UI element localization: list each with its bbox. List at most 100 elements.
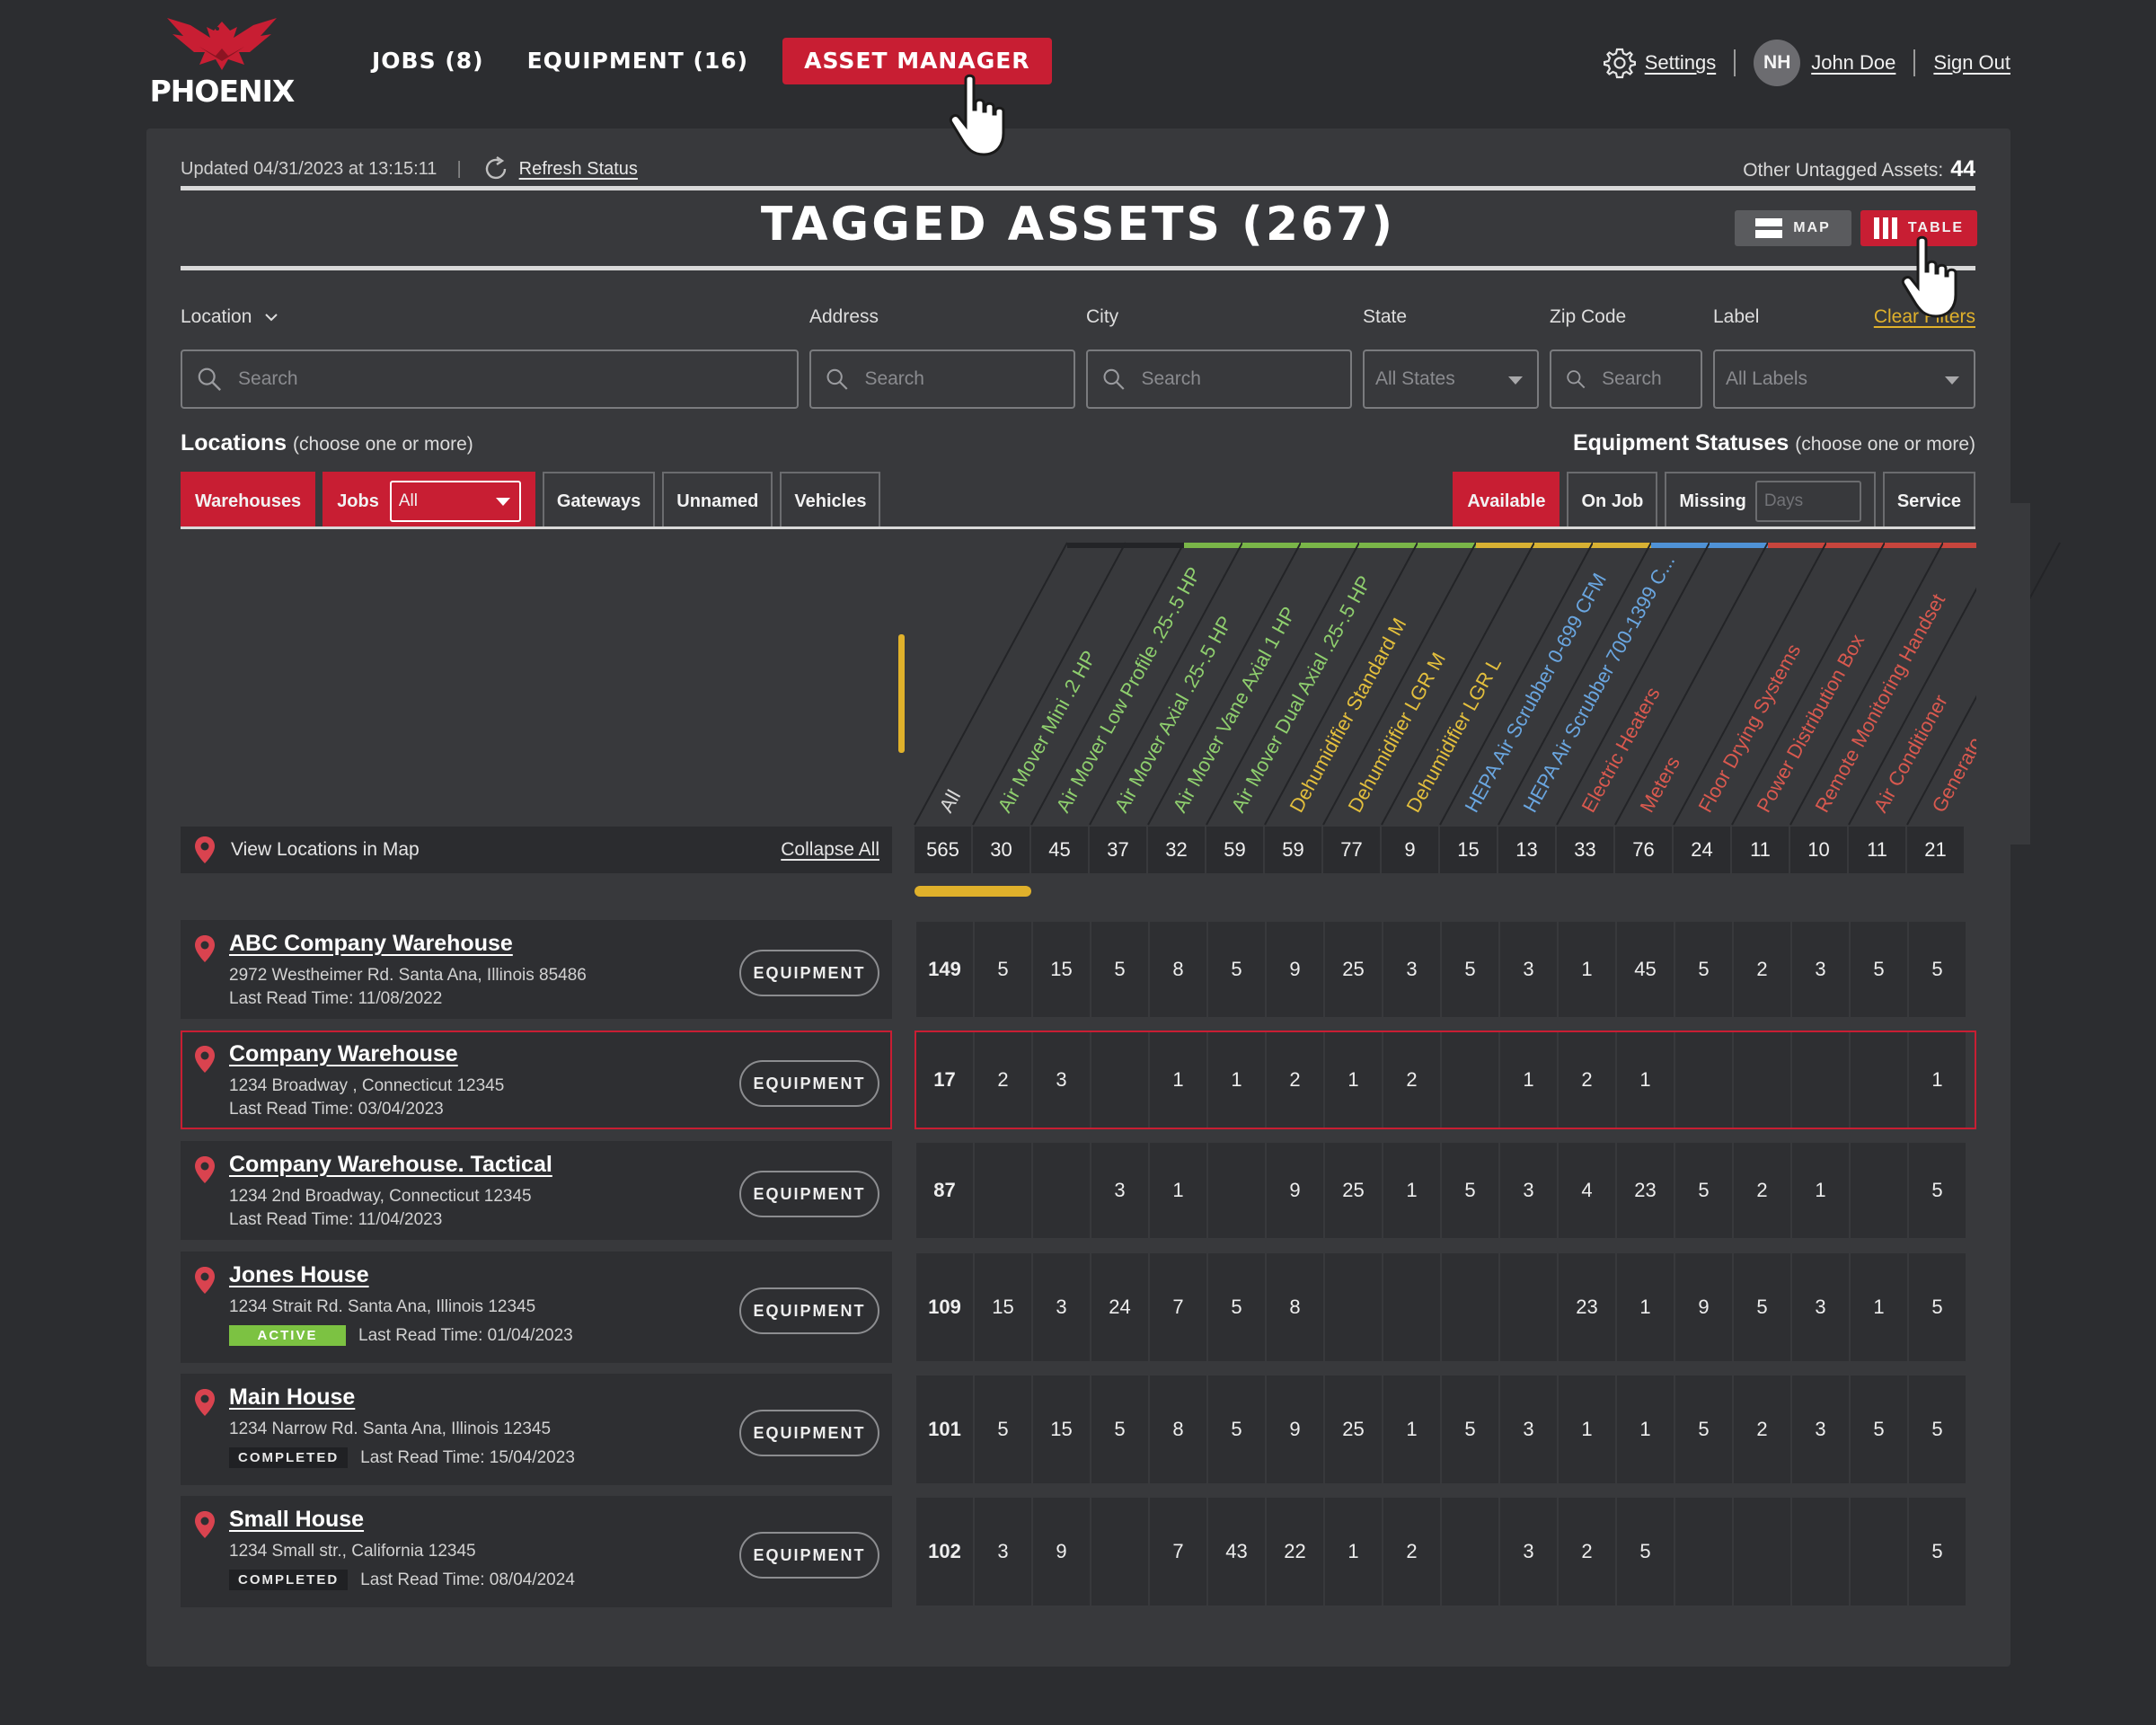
count-cell[interactable]: 25 bbox=[1325, 1376, 1383, 1483]
count-cell[interactable]: 5 bbox=[975, 1376, 1033, 1483]
location-name-link[interactable]: Company Warehouse bbox=[229, 1041, 458, 1066]
avatar[interactable]: NH bbox=[1754, 40, 1801, 86]
user-name-link[interactable]: John Doe bbox=[1811, 51, 1896, 74]
map-pin-icon[interactable] bbox=[193, 1045, 216, 1074]
row-total-cell[interactable]: 102 bbox=[916, 1498, 975, 1606]
count-cell[interactable] bbox=[1442, 1253, 1500, 1361]
equipment-button[interactable]: EQUIPMENT bbox=[739, 1060, 879, 1107]
count-cell[interactable]: 1 bbox=[1208, 1032, 1267, 1128]
count-cell[interactable] bbox=[1851, 1032, 1909, 1128]
count-cell[interactable] bbox=[1383, 1253, 1442, 1361]
count-cell[interactable] bbox=[1734, 1032, 1792, 1128]
count-cell[interactable]: 1 bbox=[1559, 1376, 1617, 1483]
count-cell[interactable]: 5 bbox=[1208, 1376, 1267, 1483]
count-cell[interactable]: 5 bbox=[1208, 1253, 1267, 1361]
count-cell[interactable] bbox=[1208, 1143, 1267, 1238]
count-cell[interactable] bbox=[1442, 1498, 1500, 1606]
count-cell[interactable]: 3 bbox=[1792, 1253, 1851, 1361]
count-cell[interactable] bbox=[1792, 1032, 1851, 1128]
count-cell[interactable] bbox=[1091, 1498, 1150, 1606]
row-total-cell[interactable]: 101 bbox=[916, 1376, 975, 1483]
count-cell[interactable]: 7 bbox=[1150, 1253, 1208, 1361]
vertical-scrollbar[interactable] bbox=[898, 634, 905, 753]
chip-jobs[interactable]: Jobs All bbox=[323, 472, 535, 529]
count-cell[interactable]: 9 bbox=[1033, 1498, 1091, 1606]
count-cell[interactable]: 15 bbox=[975, 1253, 1033, 1361]
count-cell[interactable]: 8 bbox=[1267, 1253, 1325, 1361]
count-cell[interactable]: 23 bbox=[1617, 1143, 1675, 1238]
chip-available[interactable]: Available bbox=[1453, 472, 1560, 529]
count-cell[interactable]: 3 bbox=[1500, 1143, 1559, 1238]
count-cell[interactable]: 43 bbox=[1208, 1498, 1267, 1606]
count-cell[interactable]: 2 bbox=[1734, 1376, 1792, 1483]
count-cell[interactable]: 3 bbox=[1033, 1253, 1091, 1361]
location-row[interactable]: Jones House 1234 Strait Rd. Santa Ana, Il… bbox=[181, 1252, 892, 1363]
equipment-button[interactable]: EQUIPMENT bbox=[739, 1171, 879, 1217]
count-cell[interactable]: 1 bbox=[1617, 1032, 1675, 1128]
count-cell[interactable]: 15 bbox=[1033, 1376, 1091, 1483]
map-pin-icon[interactable] bbox=[193, 1266, 216, 1295]
map-pin-icon[interactable] bbox=[193, 1155, 216, 1184]
count-cell[interactable]: 9 bbox=[1267, 922, 1325, 1017]
count-cell[interactable]: 5 bbox=[1208, 922, 1267, 1017]
chip-warehouses[interactable]: Warehouses bbox=[181, 472, 316, 529]
collapse-all-link[interactable]: Collapse All bbox=[781, 839, 879, 860]
row-total-cell[interactable]: 109 bbox=[916, 1253, 975, 1361]
equipment-button[interactable]: EQUIPMENT bbox=[739, 1410, 879, 1456]
view-locations-in-map-link[interactable]: View Locations in Map bbox=[231, 839, 420, 860]
count-cell[interactable]: 5 bbox=[1909, 1376, 1967, 1483]
count-cell[interactable]: 5 bbox=[1909, 922, 1967, 1017]
count-cell[interactable]: 5 bbox=[1091, 1376, 1150, 1483]
location-row[interactable]: ABC Company Warehouse 2972 Westheimer Rd.… bbox=[181, 920, 892, 1019]
count-cell[interactable]: 15 bbox=[1033, 922, 1091, 1017]
count-cell[interactable]: 3 bbox=[1500, 922, 1559, 1017]
count-cell[interactable] bbox=[1675, 1498, 1734, 1606]
refresh-status-link[interactable]: Refresh Status bbox=[518, 158, 638, 179]
count-cell[interactable] bbox=[975, 1143, 1033, 1238]
chip-service[interactable]: Service bbox=[1882, 472, 1975, 529]
count-cell[interactable]: 5 bbox=[1909, 1498, 1967, 1606]
count-cell[interactable]: 5 bbox=[1909, 1143, 1967, 1238]
settings-link[interactable]: Settings bbox=[1644, 51, 1717, 74]
row-total-cell[interactable]: 149 bbox=[916, 922, 975, 1017]
count-cell[interactable] bbox=[1033, 1143, 1091, 1238]
count-cell[interactable]: 8 bbox=[1150, 922, 1208, 1017]
state-select[interactable]: All States bbox=[1363, 349, 1539, 409]
count-cell[interactable]: 22 bbox=[1267, 1498, 1325, 1606]
equipment-button[interactable]: EQUIPMENT bbox=[739, 1287, 879, 1334]
map-pin-icon[interactable] bbox=[193, 1510, 216, 1539]
days-input[interactable]: Days bbox=[1754, 481, 1861, 522]
count-cell[interactable]: 3 bbox=[1500, 1498, 1559, 1606]
location-name-link[interactable]: Small House bbox=[229, 1507, 365, 1532]
location-row[interactable]: Small House 1234 Small str., California 1… bbox=[181, 1496, 892, 1607]
count-cell[interactable]: 1 bbox=[1383, 1143, 1442, 1238]
count-cell[interactable]: 5 bbox=[1442, 1376, 1500, 1483]
row-total-cell[interactable]: 87 bbox=[916, 1143, 975, 1238]
count-cell[interactable]: 1 bbox=[1909, 1032, 1967, 1128]
chip-on-job[interactable]: On Job bbox=[1567, 472, 1658, 529]
nav-asset-manager[interactable]: ASSET MANAGER bbox=[782, 38, 1052, 84]
map-pin-icon[interactable] bbox=[193, 934, 216, 963]
chip-unnamed[interactable]: Unnamed bbox=[662, 472, 773, 529]
map-view-button[interactable]: MAP bbox=[1735, 210, 1851, 246]
nav-equipment[interactable]: EQUIPMENT (16) bbox=[526, 48, 749, 74]
count-cell[interactable]: 7 bbox=[1150, 1498, 1208, 1606]
count-cell[interactable]: 5 bbox=[1909, 1253, 1967, 1361]
location-filter-label[interactable]: Location bbox=[181, 306, 278, 328]
count-cell[interactable]: 1 bbox=[1500, 1032, 1559, 1128]
count-cell[interactable] bbox=[1851, 1143, 1909, 1238]
label-select[interactable]: All Labels bbox=[1713, 349, 1975, 409]
location-row[interactable]: Company Warehouse 1234 Broadway , Connect… bbox=[181, 1031, 892, 1129]
count-cell[interactable]: 5 bbox=[1851, 922, 1909, 1017]
count-cell[interactable]: 23 bbox=[1559, 1253, 1617, 1361]
chip-missing[interactable]: Missing Days bbox=[1665, 472, 1876, 529]
count-cell[interactable]: 2 bbox=[1734, 922, 1792, 1017]
count-cell[interactable]: 3 bbox=[975, 1498, 1033, 1606]
count-cell[interactable]: 45 bbox=[1617, 922, 1675, 1017]
count-cell[interactable]: 1 bbox=[1325, 1032, 1383, 1128]
count-cell[interactable]: 5 bbox=[1091, 922, 1150, 1017]
city-search-input[interactable] bbox=[1139, 367, 1350, 391]
location-row[interactable]: Company Warehouse. Tactical 1234 2nd Broa… bbox=[181, 1141, 892, 1240]
count-cell[interactable] bbox=[1675, 1032, 1734, 1128]
location-name-link[interactable]: Company Warehouse. Tactical bbox=[229, 1152, 552, 1177]
